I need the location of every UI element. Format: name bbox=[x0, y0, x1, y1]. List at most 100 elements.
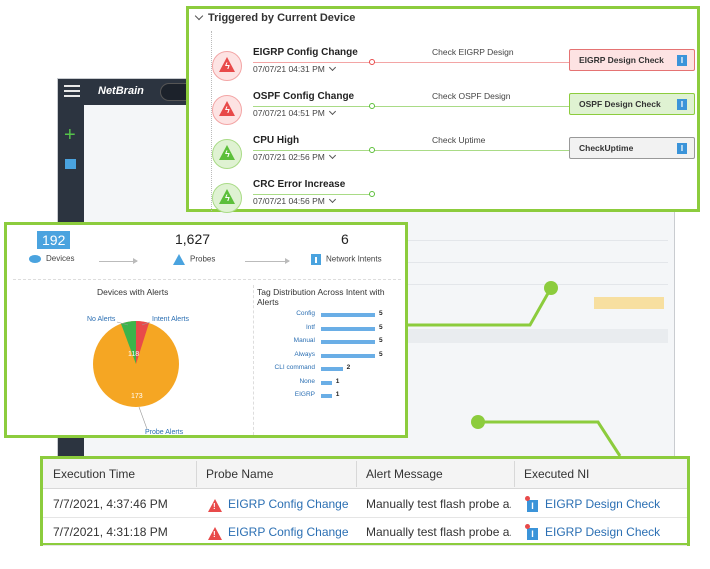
bar-chart-title: Tag Distribution Across Intent with Aler… bbox=[257, 287, 385, 307]
chevron-down-icon bbox=[328, 195, 336, 204]
event-name[interactable]: OSPF Config Change bbox=[253, 91, 355, 102]
col-execution-time[interactable]: Execution Time bbox=[53, 467, 136, 481]
stat-devices-label: Devices bbox=[29, 254, 74, 264]
probe-icon bbox=[173, 254, 185, 265]
bg-row bbox=[408, 263, 668, 285]
bar[interactable] bbox=[321, 367, 343, 371]
cell-ni-link[interactable]: EIGRP Design Check bbox=[545, 525, 661, 539]
event-dot bbox=[369, 191, 375, 197]
network-intent-icon: I bbox=[525, 524, 538, 540]
cell-time: 7/7/2021, 4:37:46 PM bbox=[53, 497, 168, 511]
cell-time: 7/7/2021, 4:31:18 PM bbox=[53, 525, 168, 539]
stat-network-intents[interactable]: 6 bbox=[341, 231, 349, 247]
event-name[interactable]: CPU High bbox=[253, 135, 300, 146]
chevron-down-icon[interactable] bbox=[194, 11, 204, 21]
flow-arrow bbox=[99, 258, 138, 264]
network-intent-icon: I bbox=[677, 55, 687, 66]
cell-probe-link[interactable]: EIGRP Config Change bbox=[228, 497, 349, 511]
bar-value: 1 bbox=[335, 377, 340, 385]
alert-icon: ! bbox=[208, 499, 222, 512]
triggered-panel-header[interactable]: Triggered by Current Device bbox=[193, 11, 355, 24]
chevron-down-icon bbox=[328, 151, 336, 160]
bar-label: Always bbox=[294, 350, 315, 358]
bar-label: CLI command bbox=[274, 364, 315, 371]
folder-icon[interactable] bbox=[65, 159, 76, 169]
add-icon[interactable]: + bbox=[64, 124, 76, 146]
event-time[interactable]: 07/07/21 02:56 PM bbox=[253, 151, 336, 162]
event-row[interactable]: ϟ CPU High Check Uptime 07/07/21 02:56 P… bbox=[209, 135, 695, 175]
stat-devices[interactable]: 192 bbox=[37, 231, 71, 250]
alert-icon: ! bbox=[208, 527, 222, 540]
table-row[interactable]: 7/7/2021, 4:31:18 PM ! EIGRP Config Chan… bbox=[43, 518, 687, 546]
network-intent-icon bbox=[311, 254, 321, 265]
legend-probe-alerts[interactable]: Probe Alerts bbox=[145, 429, 184, 436]
event-time[interactable]: 07/07/21 04:56 PM bbox=[253, 195, 336, 206]
divider bbox=[13, 279, 401, 280]
bar-label: Intf bbox=[305, 323, 315, 331]
event-row[interactable]: ϟ EIGRP Config Change Check EIGRP Design… bbox=[209, 47, 695, 87]
ni-box[interactable]: CheckUptime I bbox=[569, 137, 695, 159]
bg-header-strip bbox=[388, 329, 668, 343]
cell-ni-link[interactable]: EIGRP Design Check bbox=[545, 497, 661, 511]
stat-probes[interactable]: 1,627 bbox=[175, 231, 211, 247]
event-connector bbox=[253, 194, 373, 195]
col-executed-ni[interactable]: Executed NI bbox=[524, 467, 590, 481]
col-probe-name[interactable]: Probe Name bbox=[206, 467, 274, 481]
network-intent-icon: I bbox=[525, 496, 538, 512]
bar[interactable] bbox=[321, 394, 332, 398]
stat-intents-label: Network Intents bbox=[311, 254, 382, 265]
col-alert-message[interactable]: Alert Message bbox=[366, 467, 443, 481]
device-icon bbox=[29, 255, 41, 264]
alert-table-panel: Execution Time Probe Name Alert Message … bbox=[40, 456, 690, 546]
timeline-line bbox=[211, 31, 212, 211]
background-rows bbox=[408, 219, 668, 285]
legend-intent-alerts[interactable]: Intent Alerts bbox=[152, 316, 189, 323]
event-time[interactable]: 07/07/21 04:31 PM bbox=[253, 63, 336, 74]
devices-alert-pie[interactable] bbox=[91, 319, 181, 409]
ni-box[interactable]: EIGRP Design Check I bbox=[569, 49, 695, 71]
bar-value: 2 bbox=[346, 364, 351, 371]
column-separator[interactable] bbox=[514, 461, 515, 487]
bar[interactable] bbox=[321, 380, 332, 385]
alert-icon: ϟ bbox=[212, 95, 242, 125]
event-name[interactable]: CRC Error Increase bbox=[253, 179, 346, 190]
app-logo: NetBrain bbox=[98, 85, 144, 97]
event-dot bbox=[369, 103, 375, 109]
chevron-down-icon bbox=[328, 107, 336, 116]
event-time[interactable]: 07/07/21 04:51 PM bbox=[253, 107, 336, 118]
bar-value: 5 bbox=[379, 323, 383, 331]
bg-row bbox=[408, 219, 668, 241]
event-connector bbox=[253, 62, 569, 63]
cell-message: Manually test flash probe a... bbox=[366, 525, 511, 539]
bar[interactable] bbox=[321, 313, 375, 317]
alert-icon: ϟ bbox=[212, 51, 242, 81]
column-separator[interactable] bbox=[196, 461, 197, 487]
stat-probes-label: Probes bbox=[173, 254, 215, 265]
event-name[interactable]: EIGRP Config Change bbox=[253, 47, 358, 58]
network-intent-icon: I bbox=[677, 143, 687, 154]
bar[interactable] bbox=[321, 340, 375, 344]
bar-label: Config bbox=[296, 310, 315, 317]
bar[interactable] bbox=[321, 326, 375, 331]
flow-arrow bbox=[245, 258, 290, 264]
bar-value: 5 bbox=[379, 310, 383, 317]
event-check-label: Check Uptime bbox=[432, 135, 486, 145]
event-connector bbox=[253, 150, 569, 151]
cell-probe-link[interactable]: EIGRP Config Change bbox=[228, 525, 349, 539]
dashboard-panel: 192 Devices 1,627 Probes 6 Network Inten… bbox=[4, 222, 408, 438]
chevron-down-icon bbox=[328, 63, 336, 72]
event-row[interactable]: ϟ OSPF Config Change Check OSPF Design 0… bbox=[209, 91, 695, 131]
legend-no-alerts[interactable]: No Alerts bbox=[87, 316, 116, 323]
table-row[interactable]: 7/7/2021, 4:37:46 PM ! EIGRP Config Chan… bbox=[43, 490, 687, 518]
ni-box[interactable]: OSPF Design Check I bbox=[569, 93, 695, 115]
pie-value-no-alerts: 118 bbox=[128, 351, 140, 358]
event-connector bbox=[253, 106, 569, 107]
hamburger-menu-icon[interactable] bbox=[64, 85, 80, 97]
network-intent-icon: I bbox=[677, 99, 687, 110]
column-separator[interactable] bbox=[356, 461, 357, 487]
event-row[interactable]: ϟ CRC Error Increase 07/07/21 04:56 PM bbox=[209, 179, 689, 219]
bg-chip bbox=[594, 297, 664, 309]
bar[interactable] bbox=[321, 353, 375, 358]
pie-value-probe: 173 bbox=[131, 393, 143, 400]
event-check-label: Check OSPF Design bbox=[432, 91, 511, 101]
